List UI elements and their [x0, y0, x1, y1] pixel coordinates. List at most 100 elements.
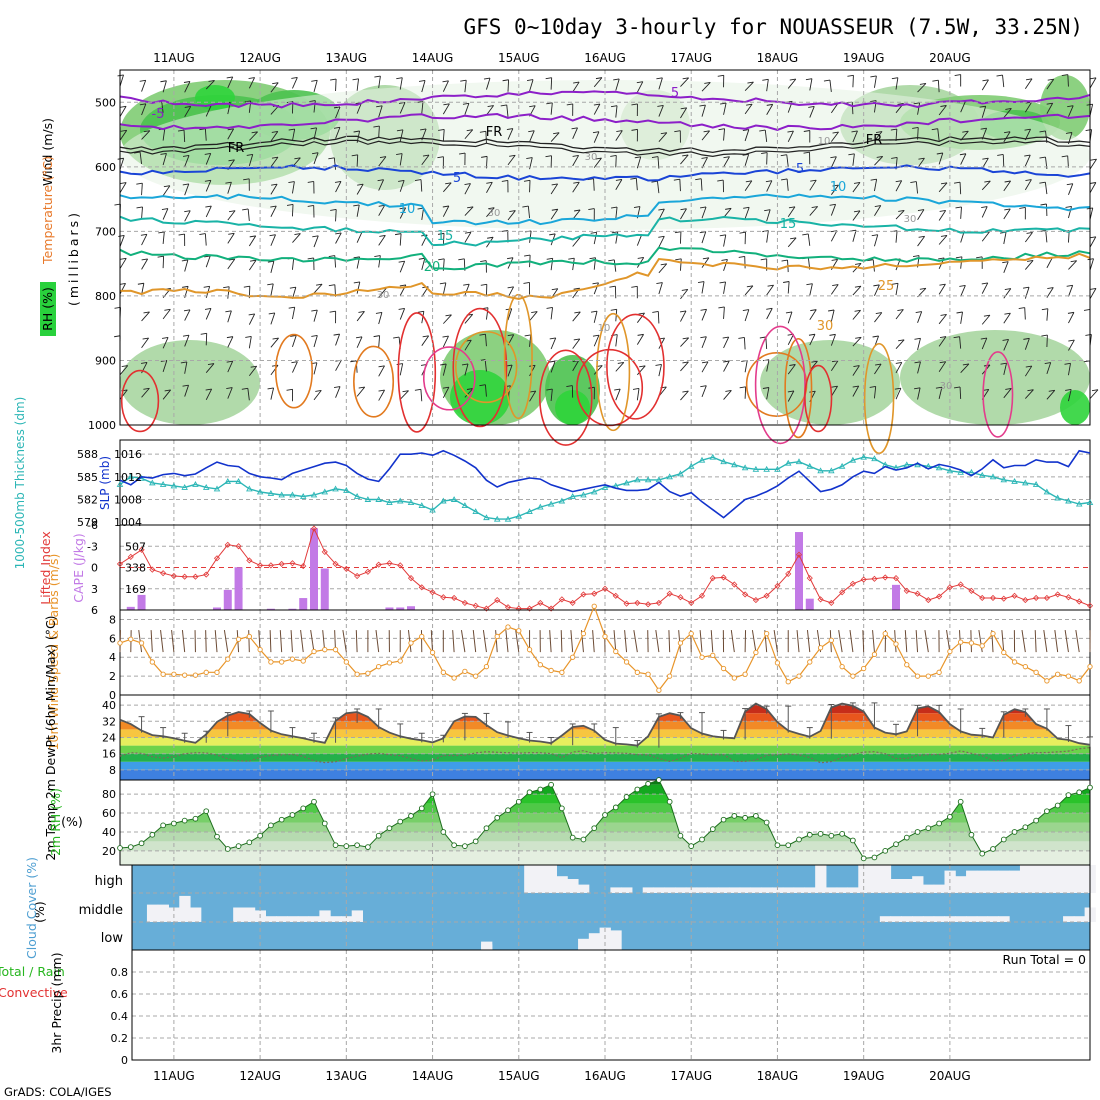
cape-bar: [396, 607, 405, 610]
slp-grid: [119, 439, 1091, 526]
wind-barb: [657, 311, 660, 324]
wind-barb-flag: [789, 78, 796, 81]
wind-barb-flag: [853, 365, 860, 368]
cape-bar: [320, 568, 329, 610]
wind-barb: [184, 155, 190, 167]
wind-barb-flag: [743, 206, 750, 209]
wind-barb-flag: [766, 103, 773, 106]
wind-barb-flag: [660, 132, 667, 135]
wind-barb: [593, 131, 600, 143]
surface-barb: [560, 630, 563, 653]
wind-speed-point: [817, 645, 824, 651]
wind-barb-flag: [1000, 362, 1007, 365]
wind-barb-flag: [657, 104, 664, 107]
precip-axis-label: 3hr Precip (mm): [49, 952, 64, 1053]
wind-barb-flag: [803, 151, 810, 154]
wind-barb: [464, 103, 470, 115]
wind-barb: [680, 361, 689, 372]
wind-barb-flag: [573, 181, 580, 184]
wind-barb-flag: [418, 257, 425, 260]
wind-barb: [292, 233, 301, 243]
wind-barb-flag: [739, 231, 746, 234]
li-point: [224, 541, 231, 548]
rh-point: [559, 805, 565, 812]
wind-barb-flag: [1066, 183, 1073, 186]
thickness-point: [299, 493, 307, 499]
contour-label: 25: [878, 279, 895, 294]
wind-barb: [247, 388, 250, 401]
wind-barb: [636, 334, 644, 345]
rh-point: [796, 836, 802, 843]
wind-barb-flag: [919, 287, 926, 290]
wind-barb-flag: [953, 386, 961, 389]
contour-label: 30: [904, 214, 917, 225]
wind-barb: [680, 337, 690, 347]
wind-barb-flag: [871, 234, 878, 237]
wind-barb: [917, 361, 921, 374]
contour-label: 5: [453, 171, 461, 186]
wind-barb-flag: [803, 130, 810, 132]
wind-barb-flag: [830, 230, 837, 233]
wind-barb-flag: [1065, 132, 1073, 134]
cloud-cell: [836, 887, 848, 893]
wind-barb-flag: [891, 77, 898, 80]
wind-barb-flag: [718, 306, 725, 309]
thickness-point: [784, 459, 792, 466]
cloud-cell: [265, 916, 277, 922]
wind-speed-point: [688, 630, 694, 637]
wind-speed-point: [979, 643, 985, 649]
wind-barb: [141, 103, 147, 116]
wind-barb-flag: [204, 153, 211, 155]
wind-barb: [701, 104, 706, 117]
wind-barb: [119, 365, 129, 376]
wind-barb: [593, 335, 600, 347]
li-point: [332, 560, 339, 568]
li-point: [903, 587, 910, 594]
wind-barb-flag: [1083, 360, 1090, 363]
bottom-date-label: 19AUG: [843, 1069, 885, 1083]
wind-speed-point: [850, 673, 856, 679]
cloud-cell: [901, 879, 913, 893]
li-point: [591, 590, 598, 597]
wind-barb: [399, 261, 406, 273]
wind-barb-flag: [438, 258, 445, 261]
wind-speed-point: [171, 671, 177, 677]
wind-barb: [874, 234, 879, 247]
wind-barb: [658, 208, 665, 220]
rh-point: [117, 845, 123, 851]
wind-barb-flag: [1085, 129, 1092, 132]
thickness-point: [127, 473, 135, 480]
li-point: [645, 601, 652, 608]
wind-barb-flag: [828, 309, 835, 312]
wind-barb: [292, 181, 295, 194]
wind-barb-flag: [652, 311, 659, 313]
wind-barb-flag: [243, 285, 250, 288]
wind-barb-flag: [723, 156, 730, 159]
wind-barb-flag: [695, 178, 702, 181]
wind-barb: [335, 106, 341, 119]
wind-barb-flag: [120, 105, 127, 108]
li-point: [946, 584, 953, 591]
rh-point: [321, 820, 328, 827]
wind-barb-flag: [632, 387, 640, 390]
wind-barb-flag: [589, 257, 596, 260]
wind-barb: [615, 362, 625, 372]
wind-barb: [658, 236, 665, 248]
wind-barb: [184, 309, 191, 321]
surface-barb: [214, 630, 218, 653]
wind-barb: [227, 336, 234, 348]
wind-barb: [852, 337, 862, 347]
cloud-cell: [1063, 916, 1075, 922]
wind-barb-flag: [182, 334, 190, 337]
wind-barb: [464, 314, 474, 324]
wind-barb-flag: [1040, 203, 1047, 206]
surface-barb: [849, 630, 854, 653]
wind-barb-flag: [738, 336, 745, 339]
rh-point: [300, 805, 307, 812]
wind-barb-flag: [832, 131, 839, 134]
wind-speed-point: [807, 659, 813, 665]
thickness-point: [213, 485, 221, 492]
wind-barb: [139, 151, 143, 165]
wind-barb-flag: [897, 309, 904, 311]
